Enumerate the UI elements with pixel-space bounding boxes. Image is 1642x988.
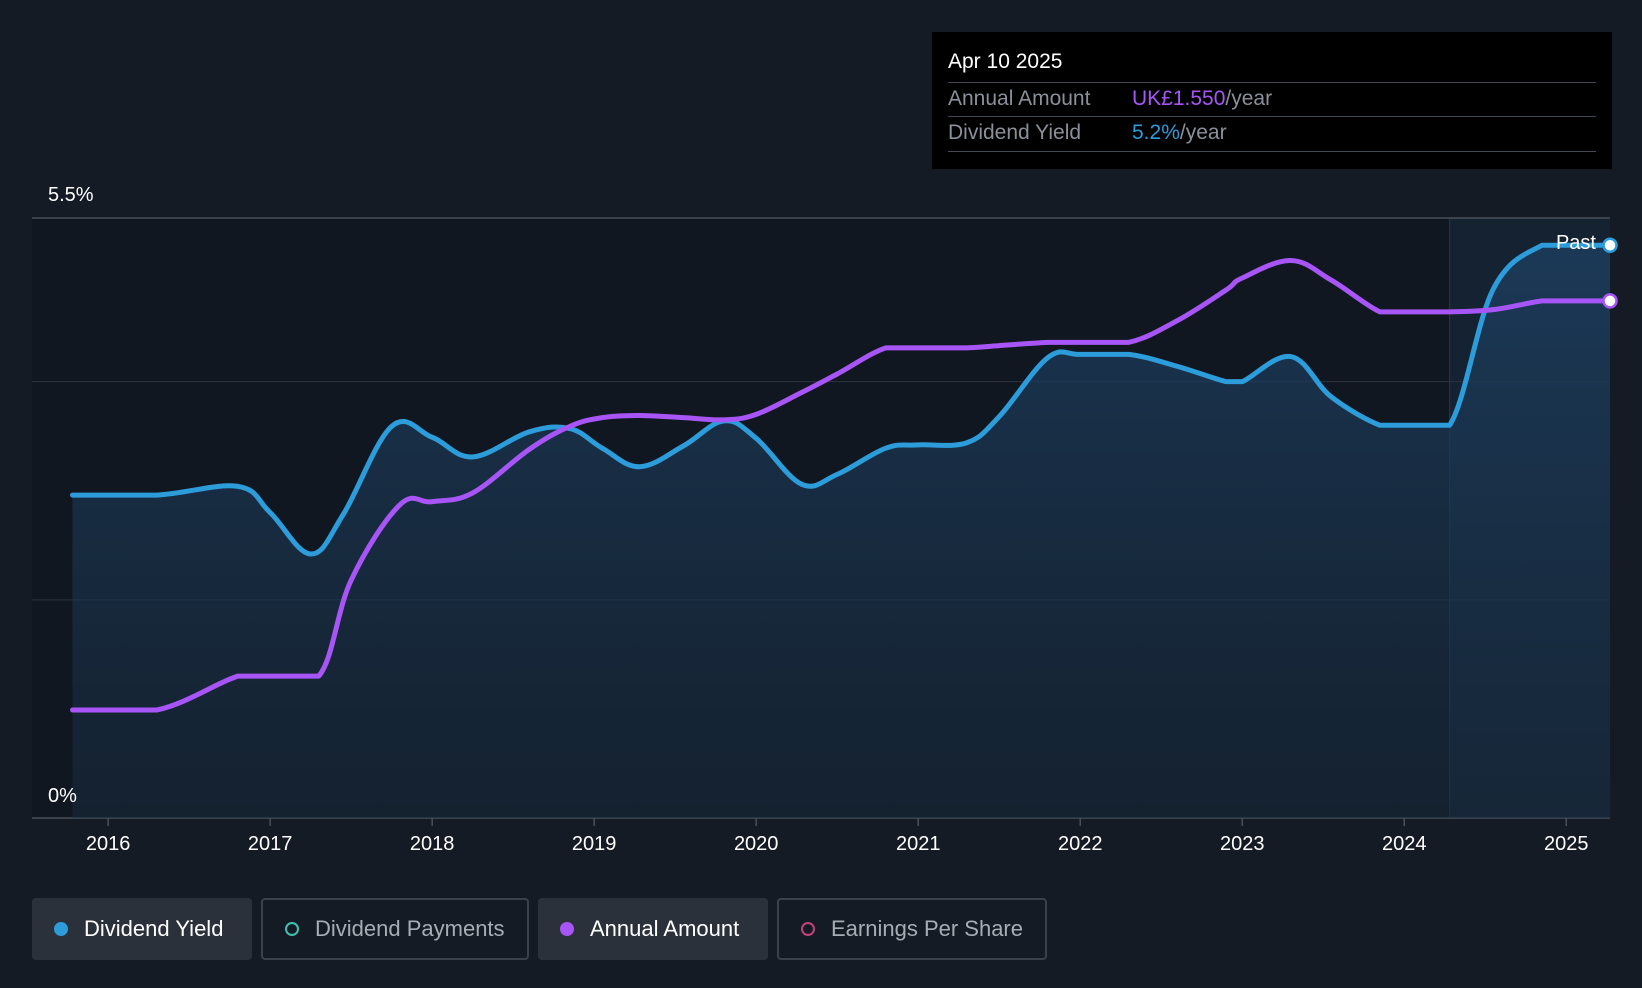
tooltip-number: 5.2% xyxy=(1132,121,1180,144)
tooltip: Apr 10 2025 Annual Amount UK£1.550/year … xyxy=(932,32,1612,169)
x-tick-label: 2018 xyxy=(410,833,455,855)
legend-ring-icon xyxy=(801,922,815,936)
x-tick-label: 2024 xyxy=(1382,833,1427,855)
past-label: Past xyxy=(1556,232,1596,254)
tooltip-unit: /year xyxy=(1179,121,1227,144)
annual-amount-end-marker xyxy=(1602,293,1618,309)
x-tick-label: 2019 xyxy=(572,833,617,855)
tooltip-unit: /year xyxy=(1225,87,1273,110)
legend-label: Dividend Yield xyxy=(84,916,224,941)
dividend-yield-line xyxy=(70,242,1613,557)
x-tick-label: 2017 xyxy=(248,833,293,855)
legend-earnings-per-share[interactable]: Earnings Per Share xyxy=(777,898,1047,960)
tooltip-row-dividend-yield: Dividend Yield 5.2%/year xyxy=(948,116,1596,152)
legend-label: Dividend Payments xyxy=(315,916,505,941)
x-tick-label: 2021 xyxy=(896,833,941,855)
legend-label: Annual Amount xyxy=(590,916,740,941)
annual-amount-line xyxy=(70,258,1613,713)
tooltip-label: Annual Amount xyxy=(948,87,1091,110)
tooltip-row-annual-amount: Annual Amount UK£1.550/year xyxy=(948,82,1596,117)
tooltip-date: Apr 10 2025 xyxy=(948,50,1063,73)
x-tick-label: 2022 xyxy=(1058,833,1103,855)
x-tick-label: 2016 xyxy=(86,833,131,855)
y-axis-top-label: 5.5% xyxy=(48,184,94,206)
legend-dividend-yield[interactable]: Dividend Yield xyxy=(32,898,252,960)
legend-dot-icon xyxy=(54,922,68,936)
legend-label: Earnings Per Share xyxy=(831,916,1023,941)
tooltip-value: 5.2%/year xyxy=(1132,121,1227,145)
dividend-yield-area xyxy=(72,245,1611,819)
y-axis-bottom-label: 0% xyxy=(48,785,77,807)
tooltip-number: UK£1.550 xyxy=(1132,87,1226,110)
x-tick-label: 2025 xyxy=(1544,833,1589,855)
dividend-yield-end-marker xyxy=(1602,237,1618,254)
x-tick-label: 2023 xyxy=(1220,833,1265,855)
legend-ring-icon xyxy=(285,922,299,936)
legend-dividend-payments[interactable]: Dividend Payments xyxy=(261,898,529,960)
legend-annual-amount[interactable]: Annual Amount xyxy=(538,898,768,960)
tooltip-label: Dividend Yield xyxy=(948,121,1082,144)
x-tick-label: 2020 xyxy=(734,833,779,855)
legend-dot-icon xyxy=(560,922,574,936)
tooltip-value: UK£1.550/year xyxy=(1132,87,1272,111)
